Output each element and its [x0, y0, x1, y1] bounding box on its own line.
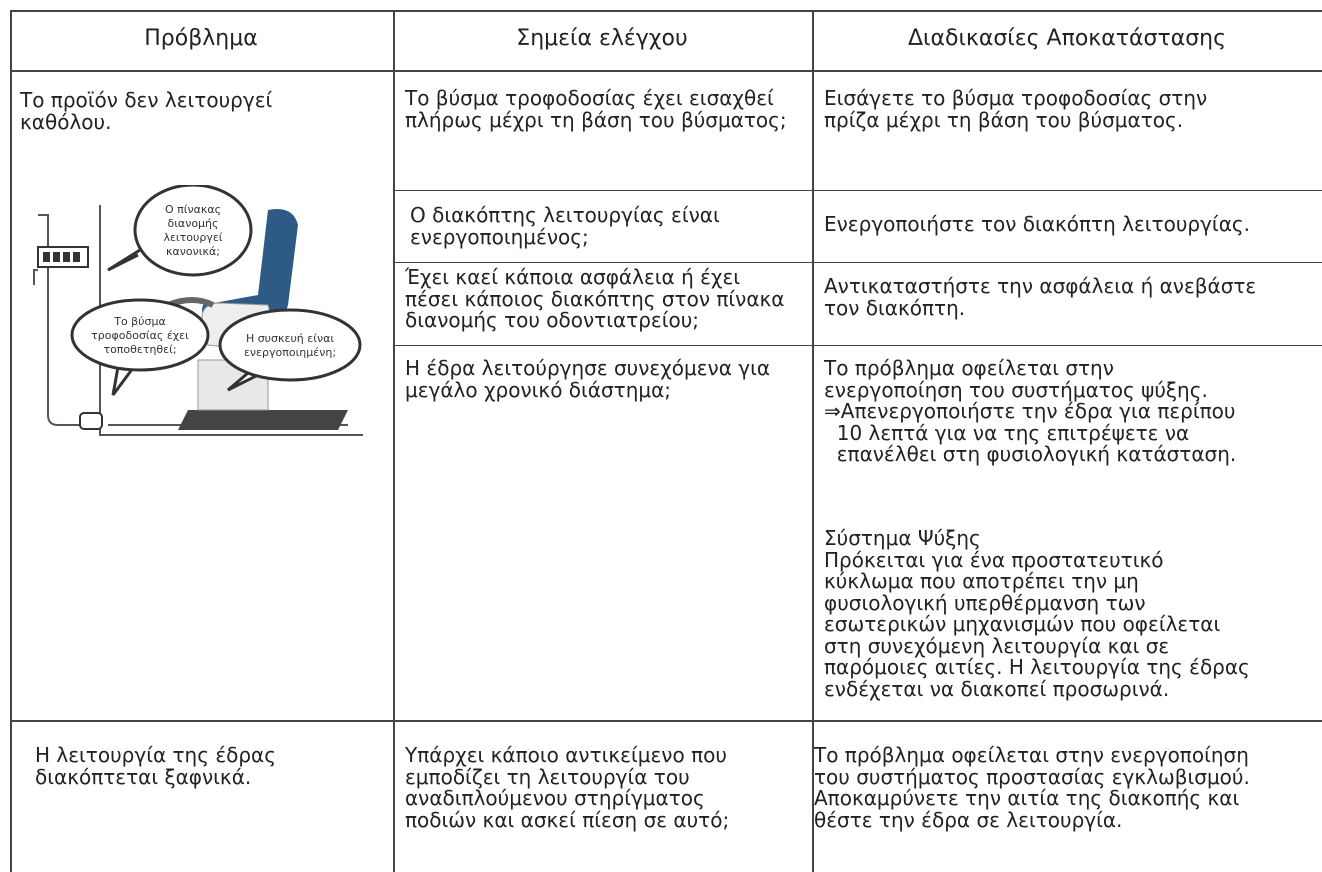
- note: ενδέχεται να διακοπεί προσωρινά.: [824, 676, 1170, 701]
- header-cell: Πρόβλημα: [144, 26, 258, 51]
- border: [10, 720, 1322, 722]
- header-cell: Σημεία ελέγχου: [516, 26, 688, 51]
- speech-bubble: [218, 308, 362, 392]
- header-cell: Διαδικασίες Αποκατάστασης: [907, 26, 1227, 51]
- remedy: επανέλθει στη φυσιολογική κατάσταση.: [824, 442, 1237, 466]
- check: μεγάλο χρονικό διάστημα;: [405, 377, 672, 402]
- border: [393, 190, 1322, 191]
- border: [812, 10, 814, 872]
- check: εμποδίζει τη λειτουργία του: [405, 764, 690, 789]
- remedy: 10 λεπτά για να της επιτρέψετε να: [824, 420, 1190, 445]
- remedy: πρίζα μέχρι τη βάση του βύσματος.: [824, 107, 1184, 132]
- border: [10, 10, 12, 872]
- check: Ο διακόπτης λειτουργίας είναι: [410, 203, 720, 227]
- remedy: Το πρόβλημα οφείλεται στην ενεργοποίηση: [814, 743, 1249, 767]
- bubble-text: διανομής: [167, 217, 218, 230]
- check: διανομής του οδοντιατρείου;: [405, 308, 700, 332]
- remedy: Ενεργοποιήστε τον διακόπτη λειτουργίας.: [824, 212, 1250, 236]
- remedy: θέστε την έδρα σε λειτουργία.: [814, 807, 1123, 832]
- speech-bubble: [107, 185, 253, 277]
- check: Η έδρα λειτούργησε συνεχόμενα για: [405, 356, 771, 380]
- remedy: Αντικαταστήστε την ασφάλεια ή ανεβάστε: [824, 274, 1257, 298]
- bubble-text: ενεργοποιημένη;: [244, 346, 336, 359]
- note: κύκλωμα που αποτρέπει την μη: [824, 569, 1139, 593]
- bubble-text: κανονικά;: [166, 245, 220, 258]
- check: ποδιών και ασκεί πίεση σε αυτό;: [405, 807, 730, 832]
- remedy: τον διακόπτη.: [824, 295, 966, 320]
- bubble-text: Η συσκευή είναι: [246, 332, 334, 345]
- note: παρόμοιες αιτίες. Η λειτουργία της έδρας: [824, 655, 1250, 679]
- problem: Το προϊόν δεν λειτουργεί: [20, 88, 273, 112]
- remedy: Εισάγετε το βύσμα τροφοδοσίας στην: [824, 86, 1208, 110]
- bubble-text: Το βύσμα: [113, 315, 166, 328]
- remedy: Το πρόβλημα οφείλεται στην: [824, 356, 1114, 380]
- check: Υπάρχει κάποιο αντικείμενο που: [405, 743, 727, 767]
- check: ενεργοποιημένος;: [410, 224, 589, 249]
- border: [393, 262, 1322, 263]
- bubble-text: Ο πίνακας: [165, 203, 221, 216]
- check: αναδιπλούμενου στηρίγματος: [405, 786, 705, 810]
- problem: διακόπτεται ξαφνικά.: [35, 764, 252, 789]
- border: [10, 70, 1322, 72]
- check: πέσει κάποιος διακόπτης στον πίνακα: [405, 286, 785, 311]
- problem: Η λειτουργία της έδρας: [35, 743, 276, 767]
- remedy: του συστήματος προστασίας εγκλωβισμού.: [814, 764, 1250, 789]
- problem: καθόλου.: [20, 109, 112, 134]
- check: Το βύσμα τροφοδοσίας έχει εισαχθεί: [405, 86, 774, 110]
- remedy: Αποκαμρύνετε την αιτία της διακοπής και: [814, 786, 1240, 810]
- note: στη συνεχόμενη λειτουργία και σε: [824, 633, 1170, 658]
- bubble-text: λειτουργεί: [163, 231, 222, 244]
- note: Πρόκειται για ένα προστατευτικό: [824, 547, 1164, 572]
- check: πλήρως μέχρι τη βάση του βύσματος;: [405, 107, 787, 132]
- remedy: ενεργοποίηση του συστήματος ψύξης.: [824, 377, 1208, 402]
- remedy: ⇒Απενεργοποιήστε την έδρα για περίπου: [824, 399, 1236, 423]
- speech-bubble: [70, 298, 210, 396]
- border: [10, 10, 1322, 12]
- bubble-text: τοποθετηθεί;: [103, 343, 176, 356]
- border: [393, 10, 395, 872]
- bubble-text: τροφοδοσίας έχει: [91, 329, 189, 342]
- note: εσωτερικών μηχανισμών που οφείλεται: [824, 612, 1221, 636]
- border: [393, 345, 1322, 346]
- note: φυσιολογική υπερθέρμανση των: [824, 590, 1146, 615]
- note-title: Σύστημα Ψύξης: [824, 526, 981, 550]
- check: Έχει καεί κάποια ασφάλεια ή έχει: [405, 265, 741, 289]
